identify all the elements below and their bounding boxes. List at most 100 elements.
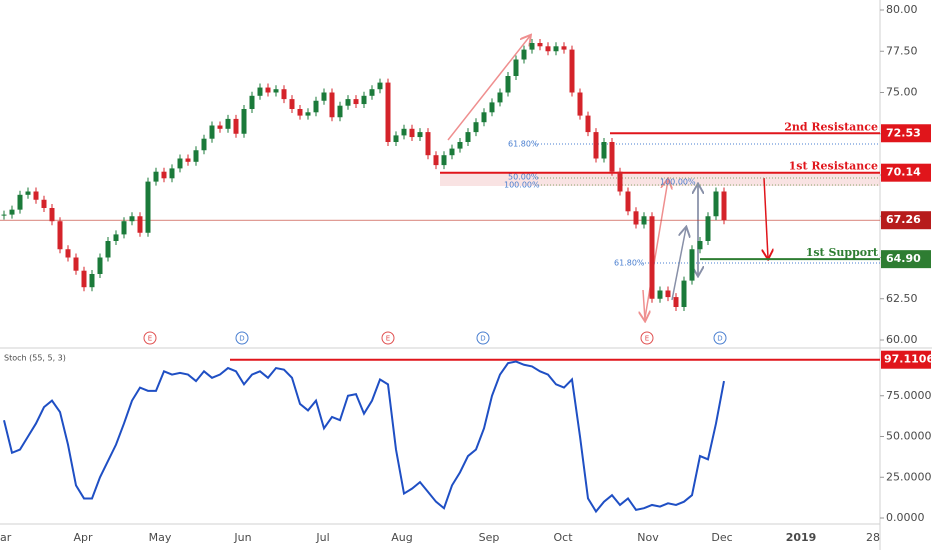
candle xyxy=(409,128,415,138)
x-tick-label: May xyxy=(149,531,172,544)
candle xyxy=(49,208,55,222)
fib-label: 100.00% xyxy=(660,178,696,187)
candle xyxy=(89,274,95,288)
candle xyxy=(369,89,375,96)
candle xyxy=(545,46,551,52)
candle xyxy=(137,216,143,233)
candle xyxy=(249,95,255,109)
candle xyxy=(593,132,599,159)
candle xyxy=(633,211,639,225)
candle xyxy=(9,209,15,215)
y-tick-label: 77.50 xyxy=(886,44,918,57)
candle xyxy=(297,109,303,116)
stoch-level-label: 97.1106 xyxy=(884,353,932,366)
fib-label: 61.80% xyxy=(614,259,645,268)
event-label: E xyxy=(148,335,152,343)
candle xyxy=(33,191,39,200)
candle xyxy=(569,49,575,93)
candle xyxy=(97,257,103,274)
event-marker xyxy=(476,331,490,345)
candle xyxy=(433,155,439,166)
candle xyxy=(25,191,31,195)
candle xyxy=(521,49,527,60)
candle xyxy=(705,216,711,241)
candle xyxy=(689,249,695,281)
candle xyxy=(145,181,151,233)
x-tick-label: Dec xyxy=(711,531,732,544)
candle xyxy=(513,59,519,76)
candle xyxy=(241,109,247,134)
candle xyxy=(465,132,471,142)
candle xyxy=(361,95,367,105)
candle xyxy=(17,194,23,210)
candle xyxy=(577,92,583,116)
candle xyxy=(329,92,335,118)
arrow xyxy=(764,177,768,258)
candle xyxy=(313,100,319,113)
level-label: 70.14 xyxy=(886,166,921,179)
level-box xyxy=(881,124,931,143)
candle xyxy=(113,234,119,241)
candle xyxy=(161,171,167,179)
candle xyxy=(233,118,239,134)
y-tick-label: 60.00 xyxy=(886,333,918,346)
candle xyxy=(401,128,407,136)
candle xyxy=(625,191,631,212)
event-label: D xyxy=(717,335,722,343)
candle xyxy=(129,216,135,222)
candle xyxy=(417,132,423,138)
candle xyxy=(225,118,231,129)
candle xyxy=(81,270,87,288)
annotation-arrows xyxy=(447,36,768,320)
candle xyxy=(193,150,199,162)
candle xyxy=(305,112,311,116)
y-tick-label: 0.0000 xyxy=(886,511,925,524)
arrow xyxy=(671,228,686,301)
candle xyxy=(665,290,671,298)
x-tick-label: 2019 xyxy=(786,531,817,544)
candle xyxy=(345,99,351,106)
candle xyxy=(153,171,159,182)
candle xyxy=(273,89,279,93)
y-tick-label: 50.0000 xyxy=(886,430,932,443)
event-marker xyxy=(640,331,654,345)
x-tick-label: Nov xyxy=(637,531,659,544)
x-tick-label: Jun xyxy=(233,531,251,544)
candle xyxy=(265,87,271,93)
level-label: 72.53 xyxy=(886,126,921,139)
x-tick-label: Aug xyxy=(391,531,412,544)
candle xyxy=(441,155,447,166)
event-label: E xyxy=(645,335,649,343)
stoch-line xyxy=(3,360,725,514)
y-tick-label: 75.00 xyxy=(886,86,918,99)
candle xyxy=(393,135,399,142)
candle xyxy=(337,105,343,118)
last-price-box xyxy=(881,211,931,230)
candle xyxy=(697,241,703,250)
y-tick-label: 25.0000 xyxy=(886,470,932,483)
y-tick-label: 75.0000 xyxy=(886,389,932,402)
candle xyxy=(553,46,559,52)
event-marker xyxy=(381,331,395,345)
candle xyxy=(353,99,359,105)
level-box xyxy=(881,163,931,182)
candle xyxy=(657,290,663,299)
candle xyxy=(289,99,295,109)
candle xyxy=(617,171,623,192)
candle xyxy=(721,191,727,221)
candle xyxy=(489,102,495,113)
x-tick-label: Jul xyxy=(315,531,329,544)
candle xyxy=(585,115,591,133)
stoch-title: Stoch (55, 5, 3) xyxy=(4,354,66,363)
candle xyxy=(377,82,383,90)
level-label: 64.90 xyxy=(886,252,921,265)
candle xyxy=(601,142,607,159)
x-tick-label: Sep xyxy=(479,531,500,544)
candle xyxy=(529,43,535,50)
event-marker xyxy=(235,331,249,345)
last-price-label: 67.26 xyxy=(886,213,921,226)
candle xyxy=(73,257,79,271)
candle xyxy=(537,43,543,47)
resistance-zone xyxy=(440,172,880,186)
candle xyxy=(449,148,455,156)
